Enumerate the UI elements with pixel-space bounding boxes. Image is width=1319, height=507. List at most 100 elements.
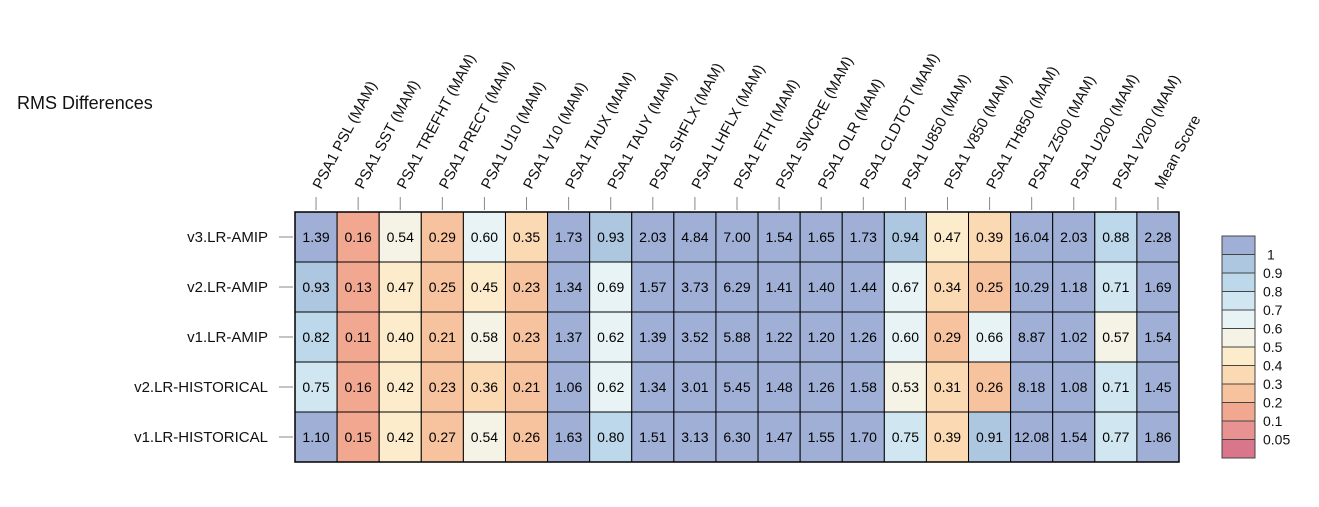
heatmap-cell xyxy=(631,311,675,363)
colorbar-label: 0.9 xyxy=(1263,265,1283,281)
heatmap-cell xyxy=(799,361,843,413)
colorbar-swatch xyxy=(1222,236,1255,255)
colorbar-swatch xyxy=(1222,365,1255,384)
cell-value-label: 1.08 xyxy=(1060,379,1087,395)
heatmap-cell xyxy=(799,311,843,363)
heatmap-cell xyxy=(631,261,675,313)
heatmap-cell xyxy=(294,311,338,363)
chart-title: RMS Differences xyxy=(17,93,153,113)
heatmap-cell xyxy=(968,361,1012,413)
heatmap-cell xyxy=(715,211,759,263)
heatmap-cell xyxy=(1052,261,1096,313)
heatmap-cell xyxy=(1010,411,1054,463)
cell-value-label: 0.23 xyxy=(429,379,456,395)
cell-value-label: 0.53 xyxy=(892,379,919,395)
cell-value-label: 1.58 xyxy=(850,379,877,395)
row-label: v1.LR-AMIP xyxy=(187,329,268,346)
cell-value-label: 1.45 xyxy=(1144,379,1171,395)
cell-value-label: 5.45 xyxy=(723,379,750,395)
colorbar-label: 0.7 xyxy=(1263,302,1283,318)
cell-value-label: 1.34 xyxy=(555,279,582,295)
colorbar-swatch xyxy=(1222,273,1255,292)
heatmap-cell xyxy=(504,311,549,363)
heatmap-cell xyxy=(294,261,338,313)
cell-value-label: 2.28 xyxy=(1144,229,1171,245)
cell-value-label: 1.39 xyxy=(639,329,666,345)
heatmap-cell xyxy=(547,211,591,263)
cell-value-label: 0.29 xyxy=(429,229,456,245)
colorbar-label: 0.4 xyxy=(1263,358,1283,374)
cell-value-label: 1.06 xyxy=(555,379,582,395)
cell-value-label: 0.60 xyxy=(892,329,919,345)
cell-value-label: 0.62 xyxy=(597,379,624,395)
cell-value-label: 0.66 xyxy=(976,329,1003,345)
heatmap-cells: 1.39 0.16 0.54 0.29 0.60 0.35 1.73 0.93 2.03 4.84… xyxy=(294,211,1180,463)
column-label: PSA1 TREFHT (MAM) xyxy=(394,51,480,192)
heatmap-cell xyxy=(673,261,717,313)
cell-value-label: 8.18 xyxy=(1018,379,1045,395)
column-labels: PSA1 PSL (MAM)PSA1 SST (MAM)PSA1 TREFHT … xyxy=(310,50,1204,210)
cell-value-label: 0.54 xyxy=(471,429,498,445)
cell-value-label: 0.93 xyxy=(302,279,329,295)
colorbar-label: 0.3 xyxy=(1263,376,1283,392)
cell-value-label: 0.75 xyxy=(892,429,919,445)
heatmap-cell xyxy=(757,211,801,263)
row-label: v2.LR-AMIP xyxy=(187,279,268,296)
cell-value-label: 1.47 xyxy=(765,429,792,445)
heatmap-cell xyxy=(336,261,380,313)
cell-value-label: 6.29 xyxy=(723,279,750,295)
heatmap-cell xyxy=(420,311,464,363)
cell-value-label: 1.39 xyxy=(302,229,329,245)
heatmap-cell xyxy=(673,311,717,363)
cell-value-label: 0.94 xyxy=(892,229,919,245)
heatmap-cell xyxy=(883,361,927,413)
cell-value-label: 1.18 xyxy=(1060,279,1087,295)
cell-value-label: 0.62 xyxy=(597,329,624,345)
heatmap-cell xyxy=(294,211,338,263)
colorbar: 1 0.9 0.8 0.7 0.6 0.5 0.4 0.3 0.2 0.1 0.05 xyxy=(1221,235,1290,459)
cell-value-label: 6.30 xyxy=(723,429,750,445)
heatmap-cell xyxy=(1052,311,1096,363)
heatmap-cell xyxy=(841,361,885,413)
cell-value-label: 2.03 xyxy=(639,229,666,245)
cell-value-label: 0.77 xyxy=(1102,429,1129,445)
cell-value-label: 0.57 xyxy=(1102,329,1129,345)
heatmap-cell xyxy=(757,261,801,313)
colorbar-swatch xyxy=(1222,421,1255,440)
heatmap-cell xyxy=(1010,311,1054,363)
colorbar-swatch xyxy=(1222,439,1255,458)
cell-value-label: 1.37 xyxy=(555,329,582,345)
cell-value-label: 0.60 xyxy=(471,229,498,245)
column-label: PSA1 SWCRE (MAM) xyxy=(773,54,857,192)
heatmap-cell xyxy=(883,411,927,463)
heatmap-cell xyxy=(504,411,549,463)
colorbar-swatch xyxy=(1222,402,1255,421)
cell-value-label: 1.73 xyxy=(850,229,877,245)
colorbar-label: 0.2 xyxy=(1263,395,1283,411)
cell-value-label: 5.88 xyxy=(723,329,750,345)
cell-value-label: 0.67 xyxy=(892,279,919,295)
cell-value-label: 16.04 xyxy=(1014,229,1049,245)
cell-value-label: 1.44 xyxy=(850,279,877,295)
cell-value-label: 1.34 xyxy=(639,379,666,395)
row-label: v2.LR-HISTORICAL xyxy=(134,379,268,396)
row-label: v1.LR-HISTORICAL xyxy=(134,429,268,446)
cell-value-label: 1.73 xyxy=(555,229,582,245)
heatmap-cell xyxy=(1052,411,1096,463)
colorbar-label: 0.05 xyxy=(1263,432,1290,448)
cell-value-label: 0.27 xyxy=(429,429,456,445)
heatmap-cell xyxy=(968,211,1012,263)
heatmap-cell xyxy=(420,361,464,413)
cell-value-label: 1.55 xyxy=(808,429,835,445)
heatmap-cell xyxy=(757,311,801,363)
cell-value-label: 0.21 xyxy=(429,329,456,345)
cell-value-label: 0.35 xyxy=(513,229,540,245)
cell-value-label: 0.47 xyxy=(934,229,961,245)
cell-value-label: 0.29 xyxy=(934,329,961,345)
heatmap-cell xyxy=(925,411,970,463)
cell-value-label: 0.75 xyxy=(302,379,329,395)
heatmap-cell xyxy=(715,411,759,463)
cell-value-label: 0.39 xyxy=(934,429,961,445)
cell-value-label: 10.29 xyxy=(1014,279,1049,295)
colorbar-label: 0.1 xyxy=(1263,413,1283,429)
